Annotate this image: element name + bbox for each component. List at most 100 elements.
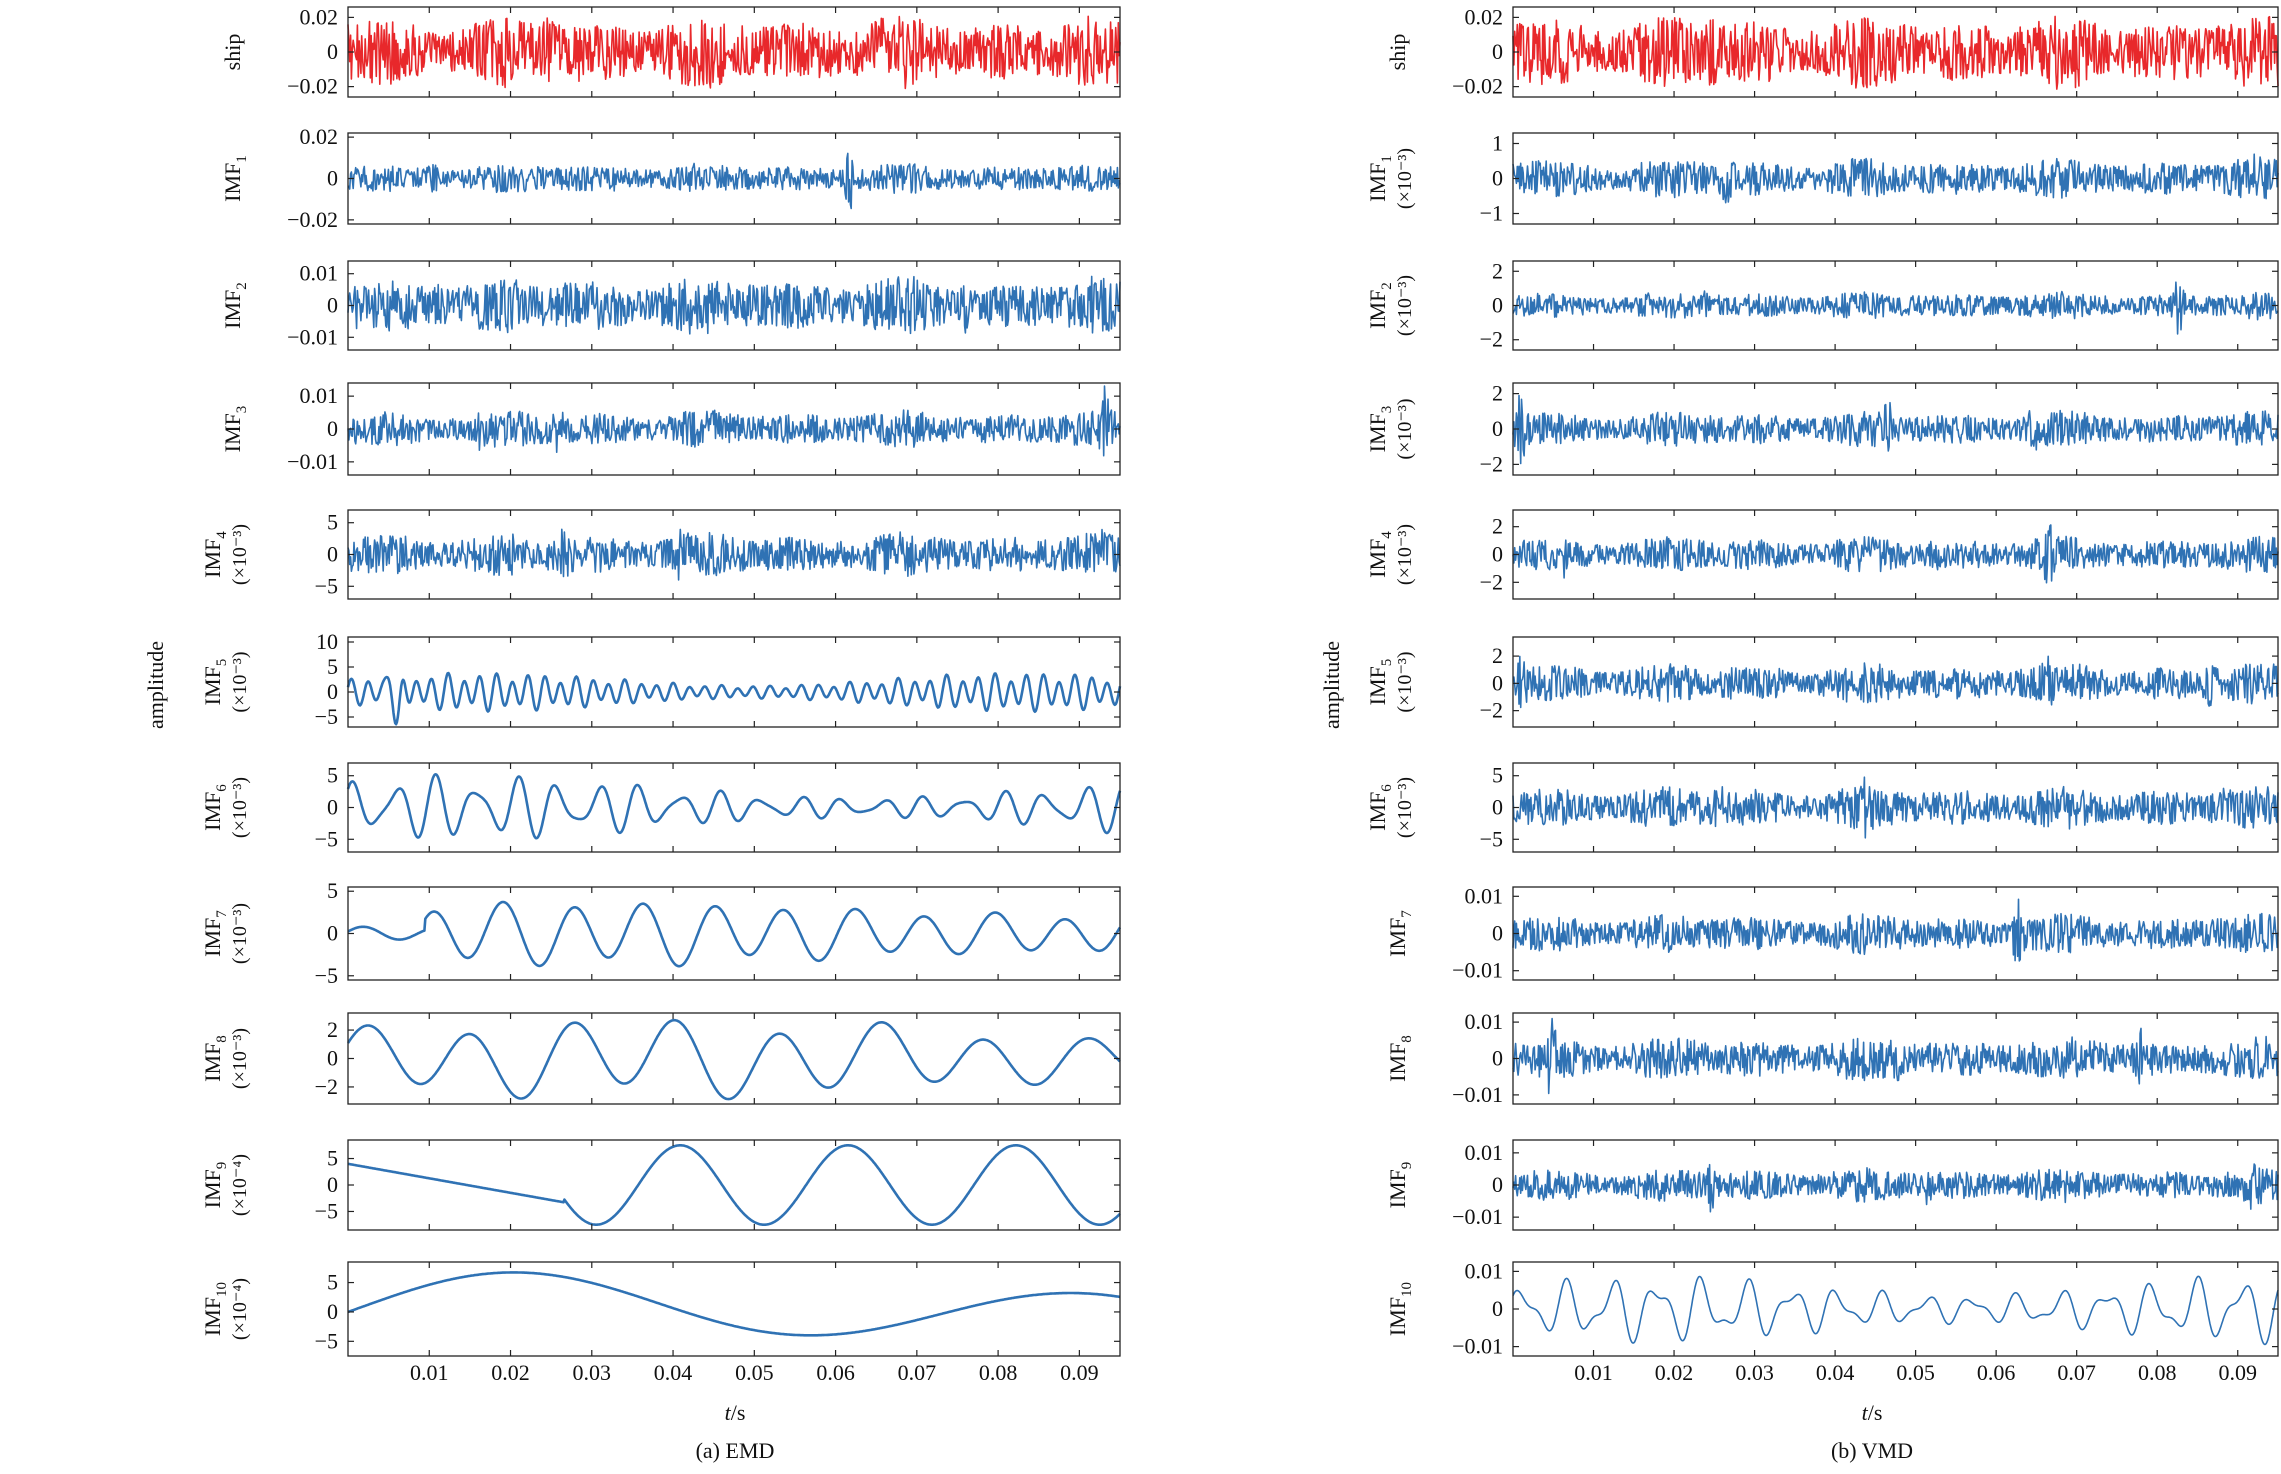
- y-tick-label: 2: [1492, 514, 1503, 539]
- y-tick-label: 0: [1492, 795, 1503, 820]
- row-label: IMF5: [200, 659, 230, 706]
- y-tick-label: 0: [1492, 921, 1503, 946]
- row-label-name: IMF: [1385, 1297, 1410, 1336]
- y-tick-label: 0: [1492, 1046, 1503, 1071]
- row-label-name: ship: [1385, 34, 1410, 71]
- row-label: IMF9: [1385, 1162, 1415, 1209]
- subplot-imf3: 2 0 −2 IMF3 (×10⁻³): [1365, 381, 2279, 476]
- row-label-name: IMF: [1365, 792, 1390, 831]
- y-tick-label: −2: [1480, 569, 1503, 594]
- plot-frame: [1512, 636, 2279, 728]
- row-label: ship: [220, 34, 245, 71]
- series-line: [346, 1018, 1121, 1101]
- row-scale-label: (×10⁻³): [229, 903, 251, 964]
- y-tick-label: 0: [1492, 166, 1503, 191]
- y-tick-label: 5: [327, 510, 338, 535]
- row-label: IMF3: [220, 406, 250, 453]
- row-label-name: IMF: [1365, 539, 1390, 578]
- y-tick-label: 5: [327, 763, 338, 788]
- row-label: IMF10: [1385, 1282, 1415, 1336]
- row-label-subscript: 8: [1399, 1035, 1415, 1043]
- subplot-ship: 0.02 0 −0.02 ship: [1385, 4, 2279, 99]
- series-line: [347, 15, 1121, 90]
- y-tick-label: 0: [327, 416, 338, 441]
- y-tick-label: −0.01: [287, 324, 338, 349]
- panel-b-xlabel-unit: /s: [1868, 1400, 1883, 1425]
- series-line: [1512, 1275, 2279, 1346]
- subplot-imf4: 5 0 −5 IMF4 (×10⁻³): [200, 509, 1121, 600]
- row-scale-label: (×10⁻³): [229, 1028, 251, 1089]
- y-tick-label: 0: [1492, 1172, 1503, 1197]
- y-tick-label: −2: [1480, 698, 1503, 723]
- subplot-imf3: 0.01 0 −0.01 IMF3: [220, 382, 1121, 476]
- y-tick-label: 0: [1492, 542, 1503, 567]
- row-scale-label: (×10⁻³): [1394, 275, 1416, 336]
- y-tick-label: −5: [315, 704, 338, 729]
- y-tick-label: −0.01: [1452, 1334, 1503, 1359]
- row-label: IMF5: [1365, 659, 1395, 706]
- row-label-subscript: 5: [214, 659, 230, 667]
- series-line: [1512, 394, 2279, 465]
- y-tick-label: 0: [1492, 1296, 1503, 1321]
- row-label: IMF4: [1365, 531, 1395, 578]
- subplot-imf5: 20 −2 IMF5 (×10⁻³): [1365, 636, 2279, 728]
- row-scale-label: (×10⁻³): [229, 651, 251, 712]
- y-tick-label: 10: [316, 629, 338, 654]
- row-label: IMF4: [200, 531, 230, 578]
- subplot-imf6: 5 0 −5 IMF6 (×10⁻³): [1365, 762, 2279, 853]
- series-line: [347, 528, 1121, 581]
- panel-b-ylabel: amplitude: [1319, 641, 1344, 729]
- row-label-subscript: 9: [1399, 1162, 1415, 1170]
- y-tick-label: 5: [1492, 763, 1503, 788]
- row-label-subscript: 3: [234, 406, 250, 414]
- y-tick-label: 2: [1492, 643, 1503, 668]
- series-line: [347, 900, 1122, 968]
- row-label-name: IMF: [1385, 918, 1410, 957]
- x-tick-label: 0.08: [2138, 1360, 2177, 1385]
- y-tick-label: 2: [327, 1017, 338, 1042]
- row-label: IMF3: [1365, 406, 1395, 453]
- row-scale-label: (×10⁻³): [229, 524, 251, 585]
- row-label: IMF9: [200, 1162, 230, 1209]
- subplot-imf6: 5 0 −5 IMF6 (×10⁻³): [200, 762, 1122, 853]
- row-label-name: IMF: [220, 290, 245, 329]
- y-tick-label: −0.01: [1452, 1204, 1503, 1229]
- x-tick-label: 0.05: [735, 1360, 774, 1385]
- y-tick-label: 2: [1492, 258, 1503, 283]
- row-label-subscript: 6: [214, 784, 230, 792]
- row-label-subscript: 2: [234, 282, 250, 290]
- row-label-name: IMF: [1365, 666, 1390, 705]
- y-tick-label: 1: [1492, 131, 1503, 156]
- row-label-subscript: 9: [214, 1162, 230, 1170]
- row-label-subscript: 4: [1379, 531, 1395, 539]
- x-tick-label: 0.06: [816, 1360, 855, 1385]
- x-tick-label: 0.07: [2057, 1360, 2096, 1385]
- panel-emd: 0.020−0.02ship0.020−0.02IMF10.010−0.01IM…: [200, 4, 1122, 1385]
- y-tick-label: 0.01: [1465, 1009, 1504, 1034]
- row-label: IMF7: [1385, 910, 1415, 957]
- y-tick-label: 0.01: [1465, 1258, 1504, 1283]
- series-line: [347, 275, 1121, 335]
- row-label-subscript: 7: [1399, 910, 1415, 918]
- row-scale-label: (×10⁻⁴): [229, 1278, 251, 1340]
- row-label: IMF2: [220, 282, 250, 329]
- y-tick-label: 5: [327, 1270, 338, 1295]
- panel-a-xlabel-unit: /s: [731, 1400, 746, 1425]
- y-tick-label: 0: [327, 795, 338, 820]
- series-line: [1512, 281, 2279, 335]
- row-label-subscript: 1: [1379, 155, 1395, 163]
- row-label-subscript: 10: [1399, 1282, 1415, 1297]
- y-tick-label: 0: [327, 542, 338, 567]
- series-line: [346, 773, 1122, 840]
- row-label-name: IMF: [220, 413, 245, 452]
- y-tick-label: 0: [327, 679, 338, 704]
- row-label-name: IMF: [200, 1297, 225, 1336]
- row-label: ship: [1385, 34, 1410, 71]
- y-tick-label: 0.02: [1465, 4, 1504, 29]
- plot-frame: [347, 1261, 1121, 1357]
- row-label: IMF2: [1365, 282, 1395, 329]
- y-tick-label: −5: [315, 1328, 338, 1353]
- plot-frame: [347, 1012, 1121, 1105]
